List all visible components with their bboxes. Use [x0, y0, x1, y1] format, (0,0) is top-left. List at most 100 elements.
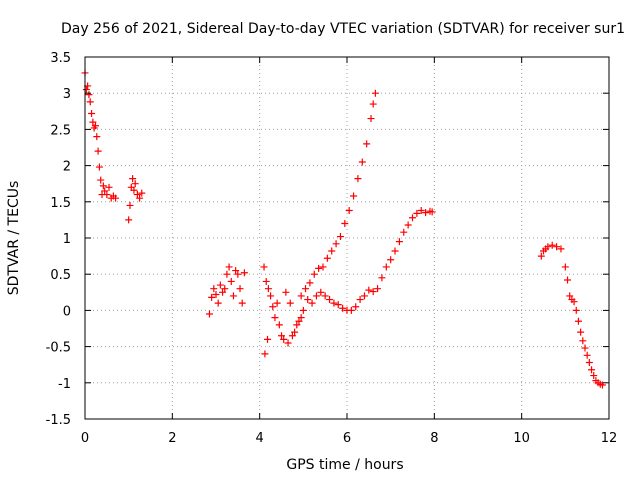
data-point — [350, 192, 358, 200]
data-point — [369, 288, 377, 296]
data-point — [374, 285, 382, 293]
data-point — [293, 321, 301, 329]
data-point — [278, 332, 285, 340]
data-point — [286, 299, 294, 307]
x-tick-label: 4 — [256, 431, 264, 446]
data-point — [89, 118, 97, 126]
data-point — [291, 328, 299, 336]
data-point — [138, 189, 146, 197]
data-point — [334, 301, 342, 309]
data-point — [264, 285, 272, 293]
data-point — [212, 290, 220, 298]
data-point — [240, 269, 248, 277]
data-point — [238, 299, 246, 307]
data-point — [310, 270, 318, 278]
data-point — [275, 321, 283, 329]
data-point — [413, 209, 421, 217]
data-point — [339, 304, 347, 312]
grid — [85, 57, 609, 419]
data-point — [280, 335, 288, 343]
data-points — [81, 69, 606, 389]
data-point — [288, 332, 296, 340]
data-point — [341, 220, 349, 228]
data-point — [299, 306, 307, 314]
data-point — [336, 233, 344, 241]
data-point — [564, 276, 572, 284]
data-point — [129, 175, 137, 183]
y-tick-label: -1 — [58, 377, 71, 392]
data-point — [382, 263, 390, 271]
data-point — [572, 306, 580, 314]
data-point — [304, 296, 312, 304]
x-tick-label: 0 — [81, 431, 89, 446]
data-point — [260, 263, 268, 271]
data-point — [219, 288, 227, 296]
data-point — [363, 140, 371, 148]
data-point — [236, 285, 244, 293]
data-point — [391, 247, 399, 255]
data-point — [306, 279, 314, 287]
data-point — [85, 91, 93, 99]
data-point — [548, 241, 556, 249]
data-point — [319, 263, 327, 271]
data-point — [297, 292, 305, 300]
data-point — [371, 89, 379, 97]
data-point — [323, 254, 331, 262]
data-point — [273, 299, 281, 307]
data-point — [269, 303, 277, 311]
data-point — [428, 208, 436, 216]
data-point — [352, 303, 360, 311]
data-point — [216, 281, 224, 289]
data-point — [261, 350, 269, 358]
x-tick-label: 6 — [343, 431, 351, 446]
data-point — [234, 270, 242, 278]
data-point — [225, 263, 233, 271]
data-point — [585, 359, 593, 367]
data-point — [579, 337, 587, 345]
data-point — [86, 98, 94, 106]
data-point — [82, 86, 90, 94]
data-point — [358, 158, 366, 166]
data-point — [345, 206, 353, 214]
data-point — [581, 344, 589, 352]
data-point — [302, 285, 310, 293]
data-point — [387, 256, 395, 264]
data-point — [93, 133, 101, 141]
chart-title: Day 256 of 2021, Sidereal Day-to-day VTE… — [61, 21, 625, 37]
data-point — [395, 238, 403, 246]
y-tick-label: 1 — [63, 232, 71, 247]
data-point — [136, 194, 144, 202]
data-point — [91, 122, 99, 130]
data-point — [284, 339, 292, 347]
data-point — [570, 298, 578, 306]
data-point — [544, 243, 552, 251]
y-tick-labels: -1.5 -1 -0.5 0 0.5 1 1.5 2 2.5 3 3.5 — [46, 51, 71, 428]
data-point — [404, 221, 412, 229]
data-point — [210, 285, 218, 293]
data-point — [422, 209, 430, 217]
data-point — [590, 372, 598, 380]
data-point — [262, 277, 270, 285]
data-point — [125, 216, 133, 224]
data-point — [264, 335, 272, 343]
data-point — [99, 182, 107, 190]
data-point — [205, 310, 213, 318]
data-point — [537, 252, 545, 260]
y-tick-label: -0.5 — [46, 341, 71, 356]
data-point — [409, 214, 416, 222]
data-point — [227, 277, 235, 285]
data-point — [417, 206, 425, 214]
y-tick-label: 2.5 — [50, 123, 71, 138]
data-point — [356, 296, 364, 304]
x-tick-labels: 0 2 4 6 8 10 12 — [81, 431, 617, 446]
data-point — [282, 288, 290, 296]
data-point — [328, 247, 336, 255]
data-point — [365, 286, 373, 294]
data-point — [583, 351, 591, 359]
data-point — [598, 381, 606, 389]
data-point — [561, 263, 569, 271]
data-point — [566, 292, 574, 300]
data-point — [88, 109, 96, 117]
